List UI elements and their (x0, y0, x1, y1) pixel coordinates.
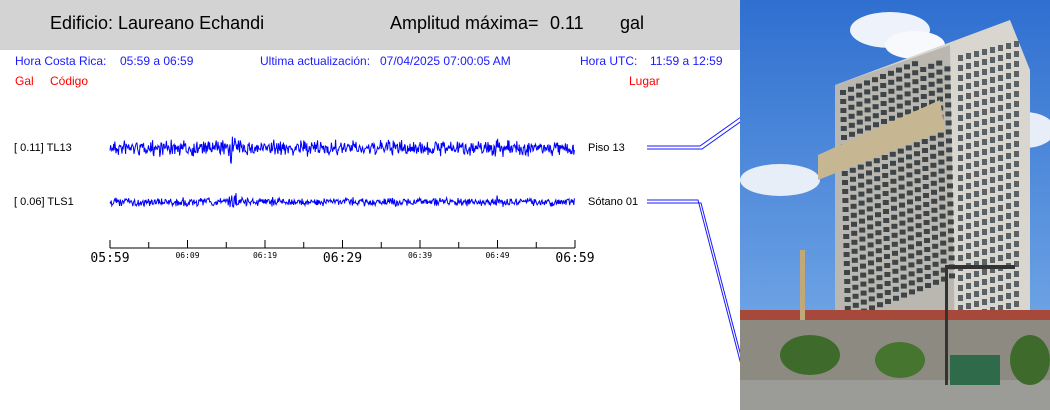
max-amplitude-unit: gal (620, 13, 645, 33)
seismic-trace-tls1 (109, 192, 575, 208)
time-axis: 05:59 06:09 06:19 06:29 06:39 06:49 06:59 (90, 240, 595, 266)
header-bar: Edificio: Laureano Echandi Amplitud máxi… (0, 0, 740, 50)
time-label-major: 06:59 (555, 251, 594, 266)
time-label-minor: 06:19 (253, 251, 277, 260)
seismic-trace-tl13 (109, 136, 575, 164)
max-amplitude-value: 0.11 (550, 13, 584, 33)
gal-column-header: Gal (15, 74, 34, 88)
max-amplitude-label: Amplitud máxima= (390, 13, 539, 33)
utc-time-label: Hora UTC: (580, 54, 638, 68)
utc-time-value: 11:59 a 12:59 (650, 54, 723, 68)
building-photo (740, 0, 1050, 410)
trace-place-piso13: Piso 13 (588, 142, 625, 154)
leader-line-piso13-b (647, 121, 740, 150)
leader-lines (647, 117, 740, 363)
costa-rica-time-label: Hora Costa Rica: (15, 54, 107, 68)
leader-line-piso13 (647, 117, 740, 147)
trace-label-tls1: [ 0.06] TLS1 (14, 196, 74, 208)
time-label-minor: 06:09 (175, 251, 199, 260)
last-update-label: Ultima actualización: (260, 54, 371, 68)
time-label-minor: 06:39 (408, 251, 432, 260)
time-label-major: 06:29 (323, 251, 362, 266)
time-label-major: 05:59 (90, 251, 129, 266)
place-column-header: Lugar (629, 74, 660, 88)
trace-label-tl13: [ 0.11] TL13 (14, 142, 72, 154)
trace-place-sotano01: Sótano 01 (588, 196, 639, 208)
building-name: Edificio: Laureano Echandi (50, 13, 265, 33)
time-label-minor: 06:49 (485, 251, 509, 260)
last-update-value: 07/04/2025 07:00:05 AM (380, 54, 511, 68)
seismogram-plot: 05:59 06:09 06:19 06:29 06:39 06:49 06:59 (90, 117, 740, 363)
leader-line-sotano01-b (647, 202, 740, 355)
code-column-header: Código (50, 74, 89, 88)
leader-line-sotano01 (647, 199, 740, 363)
costa-rica-time-value: 05:59 a 06:59 (120, 54, 194, 68)
